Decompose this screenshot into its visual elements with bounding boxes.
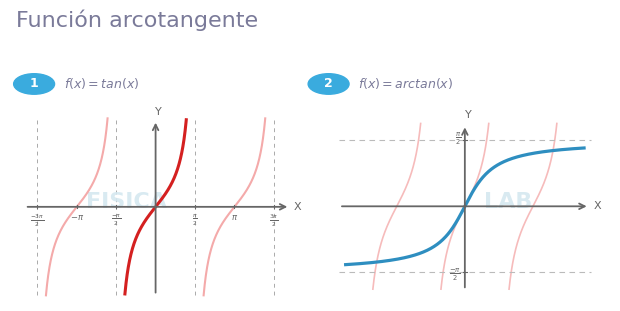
Text: LAB: LAB [484,192,533,211]
Text: $f(x) = tan(x)$: $f(x) = tan(x)$ [64,77,140,91]
Text: $-\pi$: $-\pi$ [69,212,84,221]
Text: FISICA: FISICA [86,192,167,211]
Text: $\pi$: $\pi$ [231,212,238,221]
Text: X: X [594,201,601,211]
Text: Y: Y [155,107,162,117]
Text: $\frac{3\pi}{2}$: $\frac{3\pi}{2}$ [269,212,278,229]
Text: $\frac{-\pi}{2}$: $\frac{-\pi}{2}$ [111,212,122,228]
Text: $\frac{\pi}{2}$: $\frac{\pi}{2}$ [454,130,461,147]
Text: $\frac{\pi}{2}$: $\frac{\pi}{2}$ [192,212,198,228]
Text: 2: 2 [324,77,333,91]
Text: $\frac{-\pi}{2}$: $\frac{-\pi}{2}$ [449,266,461,283]
Text: $f(x) = arctan(x)$: $f(x) = arctan(x)$ [358,77,453,91]
Text: Y: Y [465,110,471,120]
Text: Función arcotangente: Función arcotangente [16,9,258,31]
Text: 1: 1 [30,77,38,91]
Text: X: X [293,202,301,212]
Text: $\frac{-3\pi}{2}$: $\frac{-3\pi}{2}$ [30,212,45,229]
